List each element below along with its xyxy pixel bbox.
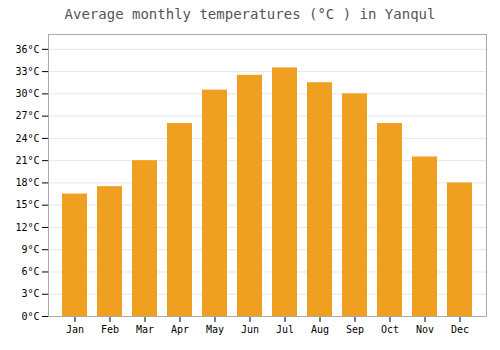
svg-text:Feb: Feb <box>101 324 119 335</box>
svg-text:Sep: Sep <box>346 324 364 335</box>
svg-text:21°C: 21°C <box>15 155 39 166</box>
svg-text:Mar: Mar <box>136 324 154 335</box>
svg-text:Jun: Jun <box>241 324 259 335</box>
svg-text:6°C: 6°C <box>21 266 39 277</box>
svg-text:Apr: Apr <box>171 324 189 335</box>
svg-text:30°C: 30°C <box>15 88 39 99</box>
svg-text:0°C: 0°C <box>21 311 39 322</box>
svg-text:Jul: Jul <box>276 324 294 335</box>
svg-text:Aug: Aug <box>311 324 329 335</box>
html-text:Average monthly temperatures (: Average monthly temperatures (°C ) in Ya… <box>64 6 436 22</box>
svg-text:33°C: 33°C <box>15 66 39 77</box>
svg-text:36°C: 36°C <box>15 44 39 55</box>
svg-text:15°C: 15°C <box>15 199 39 210</box>
svg-text:Dec: Dec <box>451 324 469 335</box>
svg-text:18°C: 18°C <box>15 177 39 188</box>
svg-text:May: May <box>206 324 224 335</box>
svg-text:Oct: Oct <box>381 324 399 335</box>
svg-text:12°C: 12°C <box>15 222 39 233</box>
svg-text:Nov: Nov <box>416 324 434 335</box>
svg-text:Jan: Jan <box>66 324 84 335</box>
svg-text:27°C: 27°C <box>15 110 39 121</box>
svg-text:24°C: 24°C <box>15 133 39 144</box>
svg-text:3°C: 3°C <box>21 288 39 299</box>
svg-text:9°C: 9°C <box>21 244 39 255</box>
